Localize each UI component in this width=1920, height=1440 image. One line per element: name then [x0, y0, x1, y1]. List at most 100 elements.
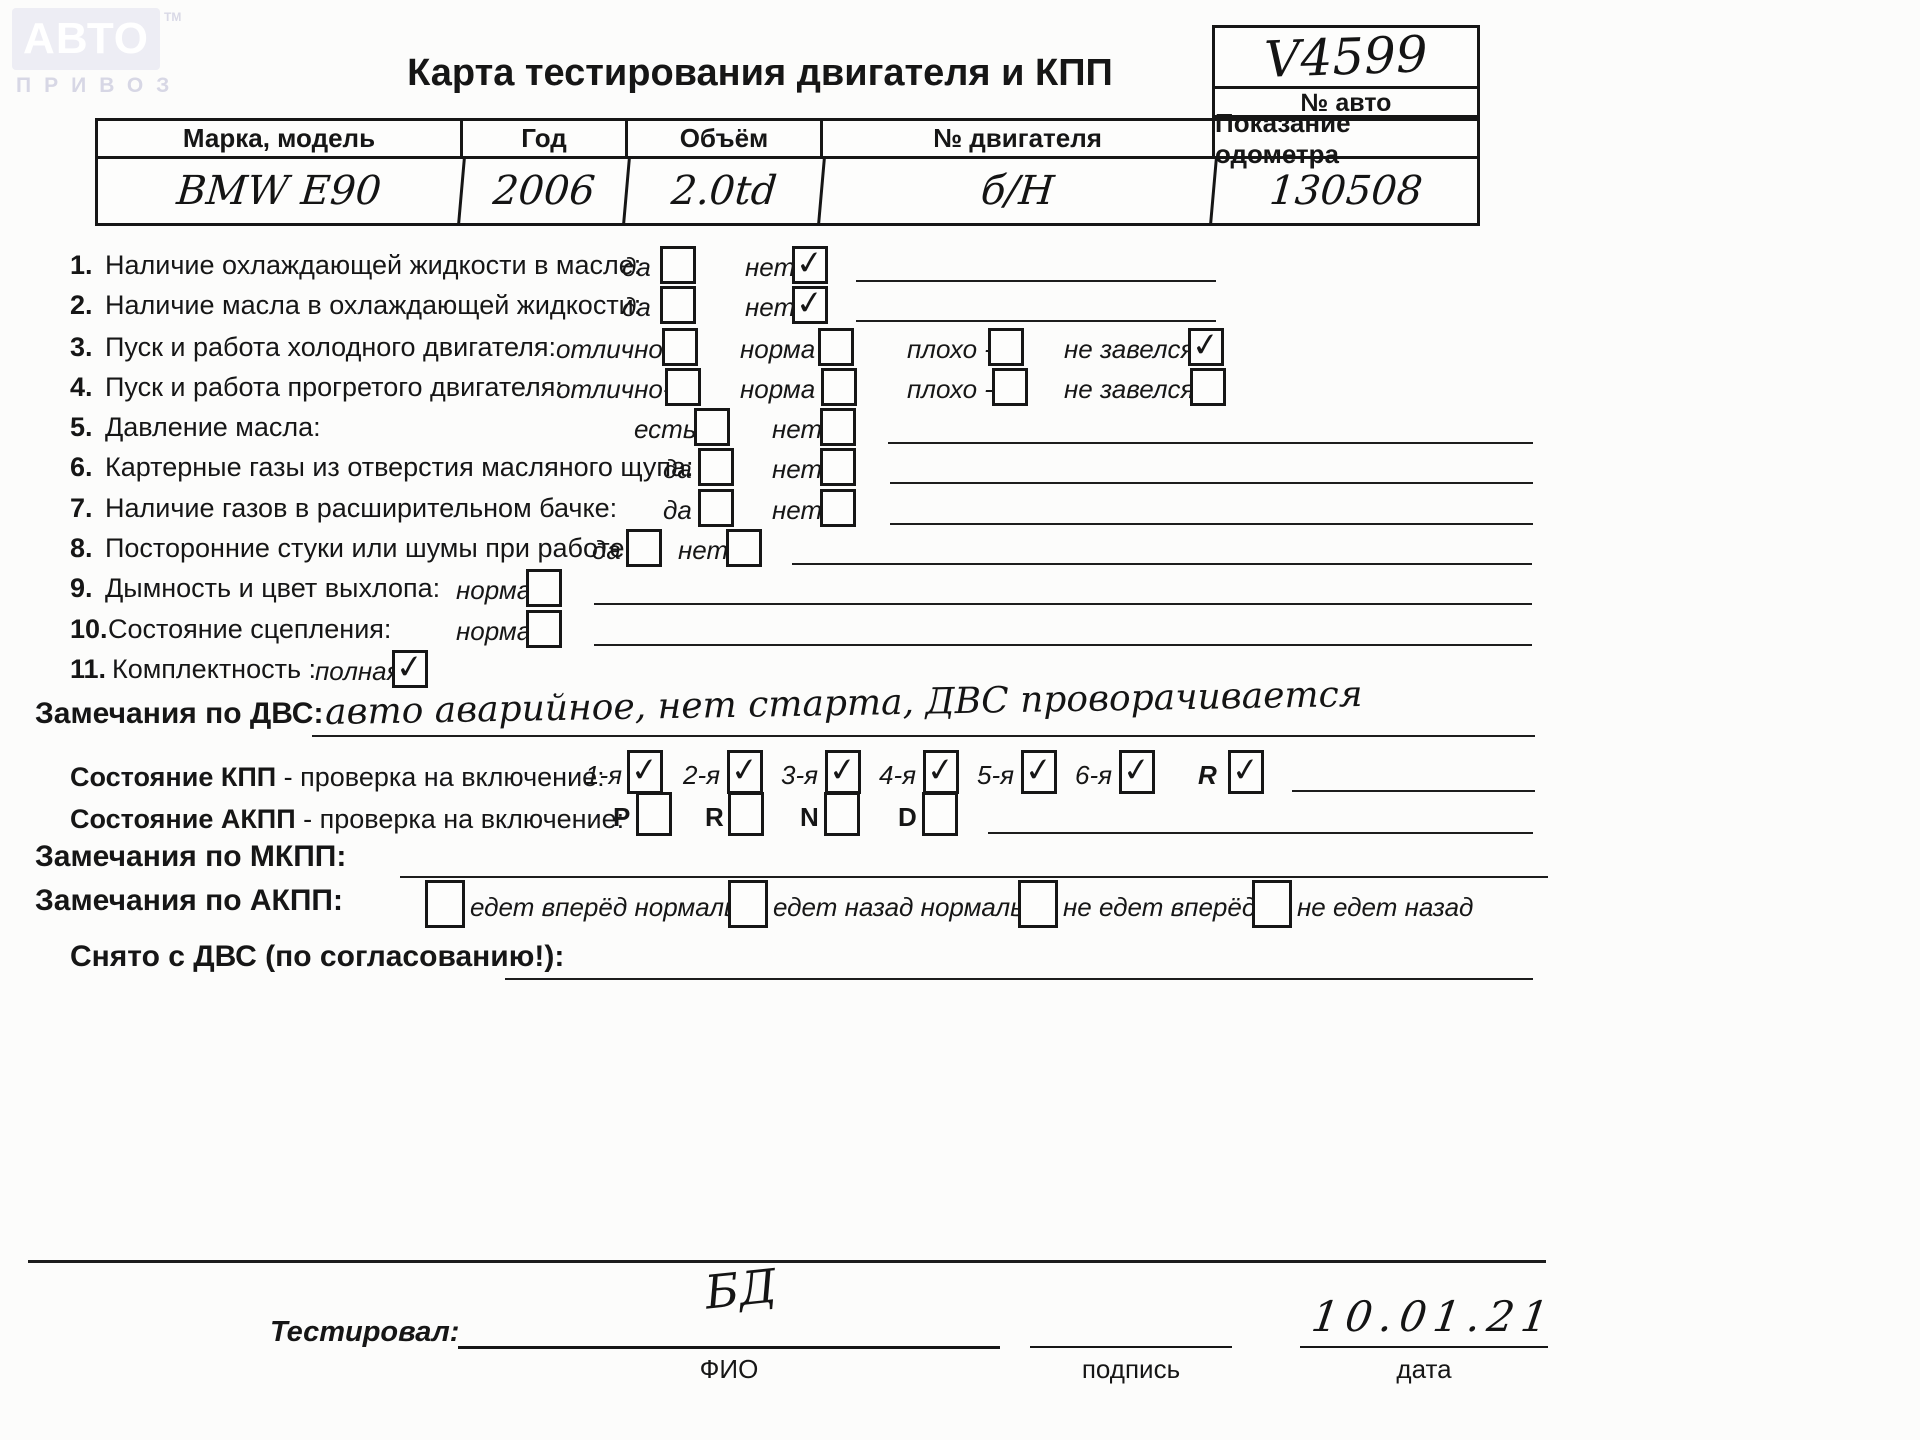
option-label-da: да: [592, 535, 621, 565]
gear-label-p: P: [613, 802, 631, 832]
checkbox-no-backward: [1252, 880, 1292, 928]
question-label: Пуск и работа прогретого двигателя:: [105, 372, 563, 402]
question-row-10: 10. Состояние сцепления: норма: [0, 610, 1920, 656]
question-label: Картерные газы из отверстия масляного щу…: [105, 452, 694, 482]
checkbox-net: [820, 489, 856, 527]
answer-line: [888, 442, 1533, 444]
option-label-est: есть: [634, 414, 697, 444]
question-number: 8.: [70, 533, 93, 563]
option-label-norma: норма: [456, 616, 532, 646]
column-header-make-model: Марка, модель: [98, 121, 463, 156]
answer-line: [988, 832, 1533, 834]
signature-caption: подпись: [1081, 1354, 1181, 1384]
question-label: Наличие масла в охлаждающей жидкости:: [105, 290, 642, 320]
question-row-1: 1. Наличие охлаждающей жидкости в масле:…: [0, 241, 1920, 292]
checkbox-gear-p: [636, 792, 672, 836]
checkbox-norma: [526, 610, 562, 648]
checkbox-gear-d: [922, 792, 958, 836]
checkbox-net: [820, 408, 856, 446]
option-label-net: нет: [772, 414, 823, 444]
gear-label-n: N: [800, 802, 819, 832]
brand-logo: АВТО ТМ ПРИВОЗ: [12, 8, 182, 98]
checkbox-net: ✓: [792, 241, 828, 284]
checkbox-otlichno: [665, 368, 701, 406]
kpp-check-label-bold: Состояние КПП: [70, 762, 277, 792]
checkbox-da: [698, 489, 734, 527]
checkbox-net: ✓: [792, 281, 828, 324]
gear-label-6: 6-я: [1075, 760, 1113, 790]
checkbox-gear-1: ✓: [627, 748, 663, 794]
question-row-2: 2. Наличие масла в охлаждающей жидкости:…: [0, 281, 1920, 332]
option-label-drives-backward-ok: едет назад нормально: [773, 892, 1053, 922]
check-mark: ✓: [628, 748, 661, 790]
checkbox-gear-r: [728, 792, 764, 836]
checkbox-net: [726, 529, 762, 567]
value-year: 2006: [460, 159, 631, 223]
akpp-remarks-row: едет вперёд нормально едет назад нормаль…: [0, 880, 1920, 934]
answer-line: [890, 482, 1533, 484]
checkbox-no-forward: [1018, 880, 1058, 928]
checkbox-gear-2: ✓: [727, 748, 763, 794]
value-make-model: BMW E90: [95, 159, 466, 223]
option-label-drives-forward-ok: едет вперёд нормально: [470, 892, 767, 922]
checkbox-norma: [821, 368, 857, 406]
checkbox-ploho: [988, 328, 1024, 366]
option-label-no-backward: не едет назад: [1297, 892, 1474, 922]
question-number: 11.: [70, 654, 107, 684]
mkpp-remarks-line: [400, 876, 1548, 878]
question-number: 9.: [70, 573, 93, 603]
option-label-ne-zavelsya: не завелся-: [1064, 334, 1204, 364]
check-mark: ✓: [1189, 323, 1222, 365]
akpp-gear-row: P R N D: [0, 792, 1920, 838]
checkbox-gear-r: ✓: [1228, 748, 1264, 794]
checkbox-drives-forward-ok: [425, 880, 465, 928]
value-odometer: 130508: [1267, 168, 1425, 214]
vehicle-info-header-row: Марка, модель Год Объём № двигателя Пока…: [98, 108, 1477, 169]
kpp-check-label-rest: - проверка на включение:: [276, 762, 605, 792]
check-mark: ✓: [393, 645, 426, 687]
answer-line: [594, 603, 1532, 605]
fio-caption: ФИО: [699, 1354, 759, 1384]
signature-line: [1030, 1303, 1232, 1348]
answer-line: [856, 320, 1216, 322]
checkbox-gear-5: ✓: [1021, 748, 1057, 794]
kpp-check-label: Состояние КПП - проверка на включение:: [70, 762, 605, 793]
checkbox-norma: [526, 569, 562, 607]
question-number: 10.: [70, 614, 108, 644]
date-caption: дата: [1396, 1354, 1452, 1384]
dvs-remarks-label: Замечания по ДВС:: [35, 697, 324, 730]
question-number: 3.: [70, 332, 93, 362]
checkbox-gear-4: ✓: [923, 748, 959, 794]
column-header-engine-number: № двигателя: [823, 121, 1215, 156]
gear-label-d: D: [898, 802, 917, 832]
question-row-5: 5. Давление масла: есть нет: [0, 408, 1920, 454]
option-label-norma: норма -: [740, 374, 832, 404]
tested-by-label: Тестировал:: [270, 1316, 460, 1348]
question-label: Состояние сцепления:: [108, 614, 392, 644]
question-label: Комплектность :: [112, 654, 317, 684]
check-mark: ✓: [924, 748, 957, 790]
option-label-da: да: [622, 252, 651, 282]
checkbox-ploho: [992, 368, 1028, 406]
checkbox-norma: [818, 328, 854, 366]
question-row-3: 3. Пуск и работа холодного двигателя: от…: [0, 323, 1920, 374]
question-label: Дымность и цвет выхлопа:: [105, 573, 441, 603]
question-row-9: 9. Дымность и цвет выхлопа: норма: [0, 569, 1920, 615]
brand-logo-text: АВТО: [23, 14, 149, 63]
answer-line: [856, 280, 1216, 282]
option-label-norma: норма: [456, 575, 532, 605]
page-title: Карта тестирования двигателя и КПП: [407, 52, 1113, 94]
gear-label-1: 1-я: [585, 760, 623, 790]
option-label-da: да: [622, 292, 651, 322]
footer-separator-line: [28, 1260, 1546, 1263]
checkbox-da: [660, 246, 696, 284]
option-label-norma: норма -: [740, 334, 832, 364]
akpp-check-label-bold: Состояние АКПП: [70, 804, 296, 834]
column-header-year: Год: [463, 121, 628, 156]
check-mark: ✓: [1022, 748, 1055, 790]
checkbox-gear-6: ✓: [1119, 748, 1155, 794]
trademark-mark: ТМ: [164, 10, 182, 24]
question-number: 5.: [70, 412, 93, 442]
gear-label-4: 4-я: [879, 760, 917, 790]
question-row-11: 11. Комплектность : полная ✓: [0, 645, 1920, 696]
